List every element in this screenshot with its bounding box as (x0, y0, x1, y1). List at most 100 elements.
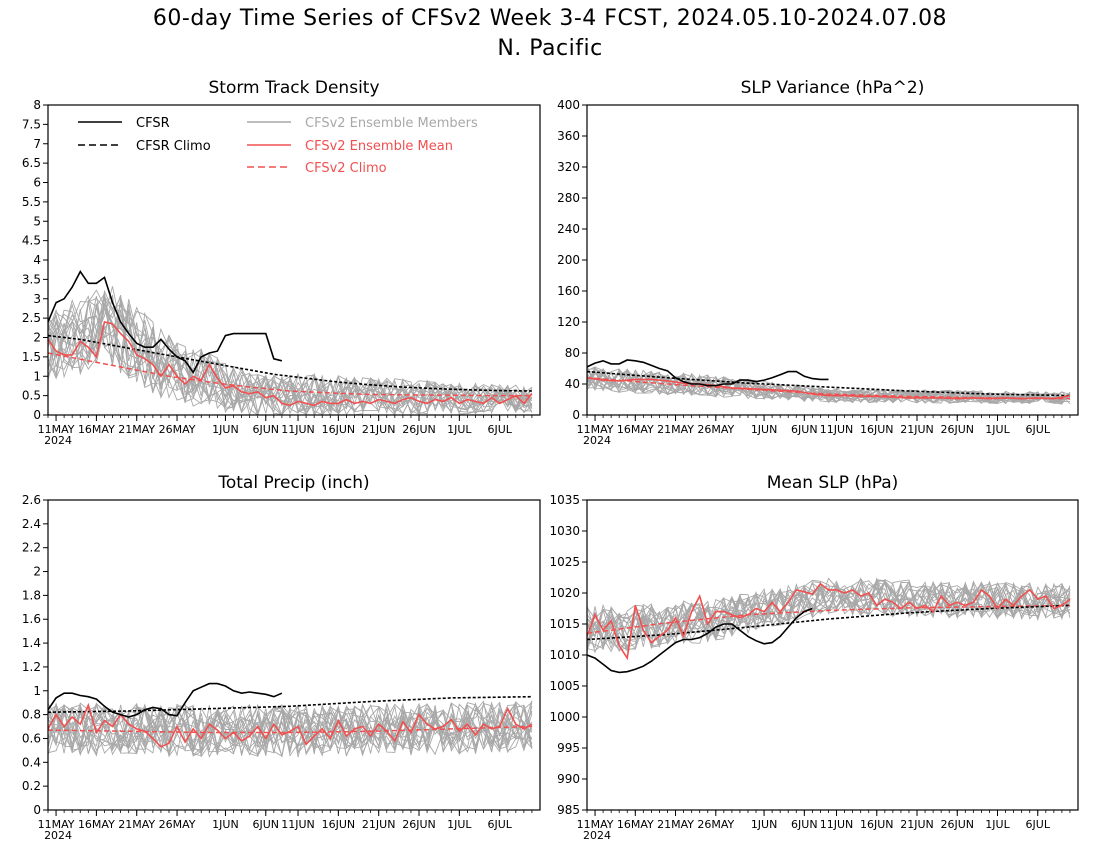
ensemble-member-line (586, 370, 1071, 405)
cfsr-line (47, 270, 283, 374)
x-tick-label: 26MAY (159, 423, 196, 436)
chart-title: Mean SLP (hPa) (767, 473, 899, 493)
x-tick-label: 16JUN (322, 818, 356, 831)
x-tick-label: 16JUN (322, 423, 356, 436)
y-tick-label: 0 (572, 408, 580, 422)
y-tick-label: 0.5 (22, 389, 41, 403)
x-tick-label: 1JUL (447, 423, 472, 436)
y-tick-label: 1.5 (22, 350, 41, 364)
ensemble-member-line (47, 700, 533, 756)
x-tick-label: 16MAY (617, 423, 654, 436)
ensemble-member-line (47, 703, 533, 756)
x-tick-label: 16JUN (860, 818, 894, 831)
x-tick-label: 26JUN (402, 423, 436, 436)
y-tick-label: 40 (565, 377, 580, 391)
legend-cfsr-climo-label: CFSR Climo (136, 139, 211, 154)
ensemble-mean-line (586, 377, 1071, 400)
y-tick-label: 8 (33, 98, 41, 112)
y-tick-label: 320 (557, 160, 580, 174)
ensemble-member-line (47, 294, 533, 416)
y-tick-label: 5 (33, 214, 41, 228)
x-tick-label: 6JUL (487, 423, 512, 436)
x-tick-label: 11MAY (38, 423, 75, 436)
x-tick-label: 11MAY (577, 423, 614, 436)
ensemble-member-line (47, 289, 533, 417)
page-subtitle: N. Pacific (497, 36, 603, 61)
y-tick-label: 0 (33, 803, 41, 817)
ensemble-member-line (586, 579, 1071, 651)
y-tick-label: 1015 (549, 617, 580, 631)
legend-members-label: CFSv2 Ensemble Members (305, 116, 478, 131)
cfsr-climo-line (586, 370, 1071, 397)
y-tick-label: 1.8 (22, 588, 41, 602)
y-tick-label: 0.4 (22, 755, 41, 769)
x-year-label: 2024 (44, 434, 72, 447)
x-tick-label: 26MAY (697, 818, 734, 831)
cfsr-climo-line (586, 604, 1071, 641)
x-tick-label: 21MAY (657, 818, 694, 831)
x-tick-label: 21JUN (362, 423, 396, 436)
y-tick-label: 0.6 (22, 731, 41, 745)
chart-title: Storm Track Density (208, 78, 379, 98)
ensemble-member-line (586, 577, 1071, 653)
plot-frame (47, 104, 541, 416)
cfsv2-climo-line (47, 352, 532, 397)
x-tick-label: 6JUL (1026, 423, 1051, 436)
x-tick-label: 6JUL (1026, 818, 1051, 831)
x-tick-label: 26JUN (940, 818, 974, 831)
x-tick-label: 1JUL (985, 423, 1010, 436)
x-tick-label: 11JUN (820, 818, 854, 831)
y-tick-label: 2 (33, 331, 41, 345)
y-tick-label: 6 (33, 176, 41, 190)
x-tick-label: 16MAY (78, 423, 115, 436)
y-tick-label: 990 (557, 772, 580, 786)
plot-frame (586, 104, 1079, 416)
ensemble-member-line (586, 366, 1071, 405)
y-tick-label: 1005 (549, 679, 580, 693)
y-tick-label: 1020 (549, 586, 580, 600)
x-tick-label: 11MAY (38, 818, 75, 831)
x-tick-label: 21JUN (362, 818, 396, 831)
x-tick-label: 26JUN (940, 423, 974, 436)
y-tick-label: 7.5 (22, 117, 41, 131)
y-tick-label: 1.6 (22, 612, 41, 626)
ensemble-member-line (586, 580, 1071, 650)
y-tick-label: 995 (557, 741, 580, 755)
y-tick-label: 3 (33, 292, 41, 306)
y-tick-label: 5.5 (22, 195, 41, 209)
x-tick-label: 6JUN (791, 818, 818, 831)
x-tick-label: 6JUN (253, 423, 280, 436)
y-tick-label: 120 (557, 315, 580, 329)
y-tick-label: 3.5 (22, 272, 41, 286)
x-tick-label: 1JUN (212, 423, 239, 436)
x-tick-label: 11JUN (820, 423, 854, 436)
y-tick-label: 1000 (549, 710, 580, 724)
chart-legend: CFSR CFSR Climo CFSv2 Ensemble Members CFSv… (78, 116, 478, 176)
y-tick-label: 160 (557, 284, 580, 298)
y-tick-label: 1 (33, 684, 41, 698)
x-tick-label: 26MAY (159, 818, 196, 831)
cfsr-line (586, 359, 829, 387)
x-tick-label: 11MAY (577, 818, 614, 831)
y-tick-label: 400 (557, 98, 580, 112)
y-tick-label: 985 (557, 803, 580, 817)
chart-panel-3: Total Precip (inch) 0 0.2 0.4 0.6 0.8 1 1.2 1.4 1… (22, 473, 541, 842)
ensemble-member-line (47, 297, 533, 416)
x-tick-label: 21MAY (118, 818, 155, 831)
y-tick-label: 2 (33, 565, 41, 579)
cfsv2-climo-line (47, 725, 532, 734)
ensemble-member-line (47, 701, 533, 757)
chart-title: SLP Variance (hPa^2) (741, 78, 925, 98)
y-tick-label: 2.4 (22, 517, 41, 531)
y-tick-label: 0 (33, 408, 41, 422)
x-tick-label: 6JUN (791, 423, 818, 436)
x-tick-label: 16JUN (860, 423, 894, 436)
y-tick-label: 6.5 (22, 156, 41, 170)
x-tick-label: 21MAY (118, 423, 155, 436)
ensemble-mean-line (47, 321, 533, 407)
x-tick-label: 21MAY (657, 423, 694, 436)
cfsr-climo-line (47, 695, 532, 713)
x-tick-label: 21JUN (900, 818, 934, 831)
x-year-label: 2024 (44, 829, 72, 842)
x-tick-label: 16MAY (78, 818, 115, 831)
